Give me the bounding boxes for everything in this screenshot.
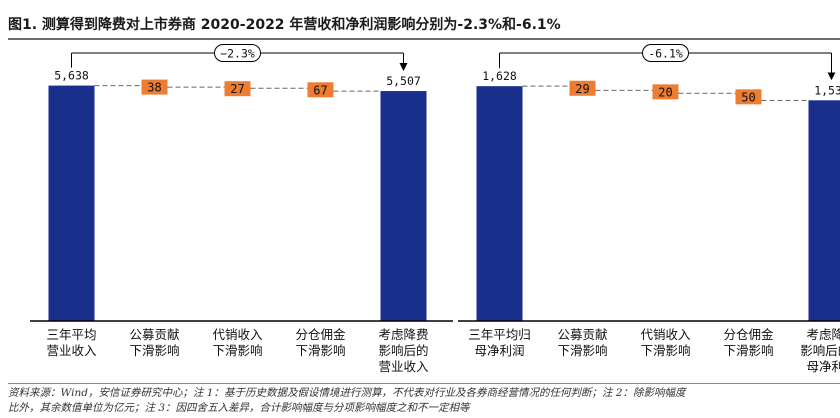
x-tick-label: 母净利润	[474, 343, 524, 358]
x-tick-label: 下滑影响	[640, 343, 690, 358]
data-label: 5,638	[54, 69, 89, 83]
data-label: 27	[230, 82, 244, 96]
data-label: 1,530	[814, 83, 840, 97]
total-bar	[809, 100, 840, 321]
total-bar	[381, 91, 427, 321]
source-note: 资料来源：Wind，安信证券研究中心；注 1：基于历史数据及假设情境进行测算，不…	[8, 383, 840, 418]
x-tick-label: 下滑影响	[295, 343, 345, 358]
x-tick-label: 母净利润	[806, 359, 840, 374]
data-label: 29	[575, 82, 589, 96]
x-tick-label: 三年平均归	[468, 327, 531, 342]
x-tick-label: 代销收入	[212, 327, 263, 342]
x-tick-label: 下滑影响	[212, 343, 262, 358]
data-label: 38	[147, 81, 161, 95]
x-tick-label: 下滑影响	[723, 343, 773, 358]
x-tick-label: 分仓佣金	[295, 327, 346, 342]
x-tick-label: 公募贡献	[557, 327, 607, 342]
source-line: 资料来源：Wind，安信证券研究中心；注 1：基于历史数据及假设情境进行测算，不…	[8, 386, 840, 401]
data-label: 5,507	[386, 74, 421, 88]
total-bar	[49, 86, 95, 321]
x-tick-label: 下滑影响	[129, 343, 179, 358]
x-tick-label: 代销收入	[640, 327, 691, 342]
data-label: 67	[313, 83, 327, 97]
x-tick-label: 下滑影响	[557, 343, 607, 358]
data-label: 50	[741, 90, 755, 104]
annotation-label: −2.3%	[220, 47, 255, 61]
x-tick-label: 营业收入	[46, 343, 97, 358]
x-tick-label: 三年平均	[46, 327, 96, 342]
x-tick-label: 营业收入	[378, 359, 429, 374]
data-label: 1,628	[482, 69, 517, 83]
x-tick-label: 考虑降费	[378, 327, 428, 342]
data-label: 20	[658, 85, 672, 99]
x-tick-label: 公募贡献	[129, 327, 179, 342]
x-tick-label: 考虑降费	[806, 327, 840, 342]
figure-title: 图1. 测算得到降费对上市券商 2020-2022 年营收和净利润影响分别为-2…	[8, 14, 828, 34]
x-tick-label: 影响后的	[378, 343, 428, 358]
total-bar	[477, 86, 523, 321]
x-tick-label: 分仓佣金	[723, 327, 774, 342]
source-line: 比外，其余数值单位为亿元；注 3：因四舍五入差异，合计影响幅度与分项影响幅度之和…	[8, 401, 840, 416]
x-tick-label: 影响后的归	[800, 343, 840, 358]
annotation-label: -6.1%	[648, 47, 683, 61]
